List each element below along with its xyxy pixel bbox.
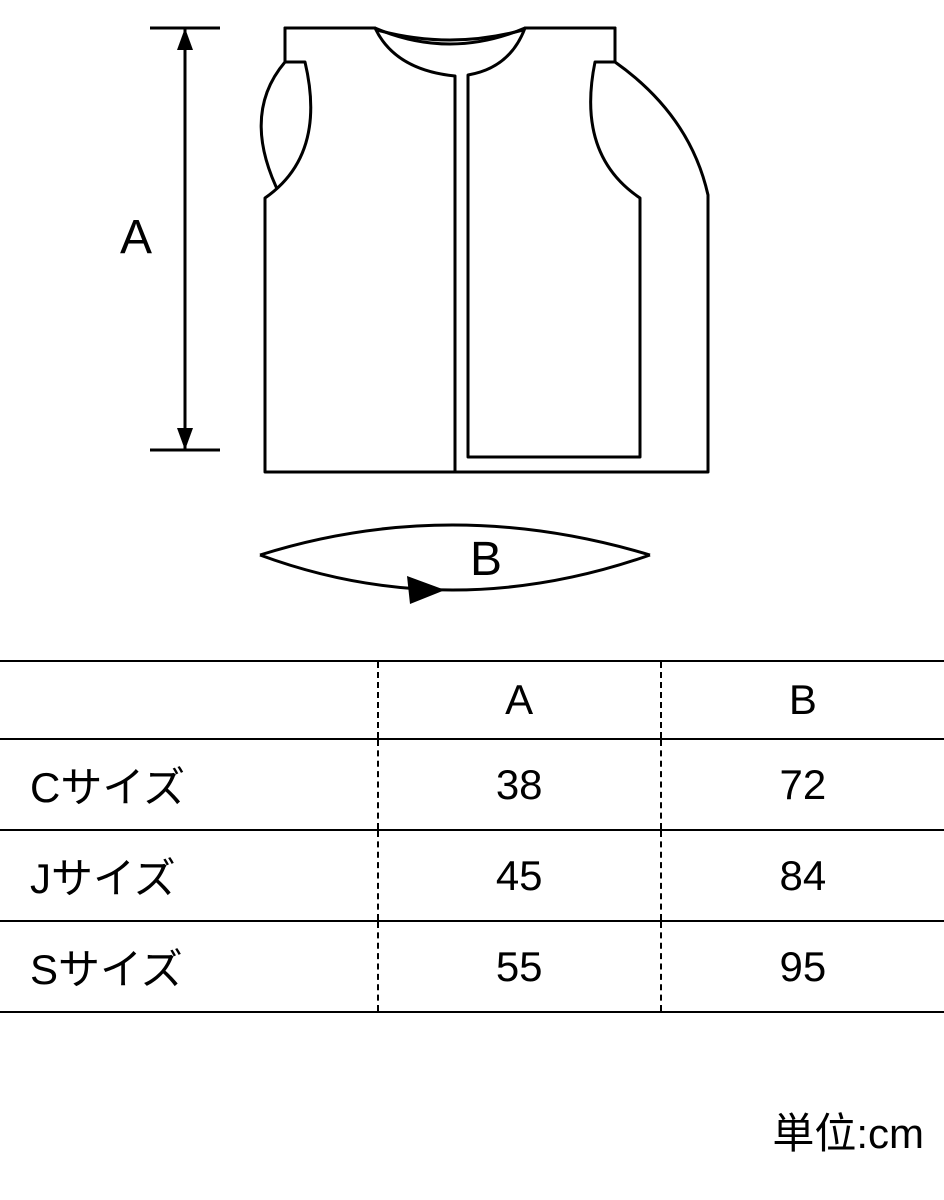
row-label: Jサイズ [0, 830, 378, 921]
cell-a: 38 [378, 739, 661, 830]
table-header-row: A B [0, 661, 944, 739]
cell-a: 45 [378, 830, 661, 921]
dim-label-b: B [470, 532, 502, 587]
size-table-container: A B Cサイズ 38 72 Jサイズ 45 84 Sサイズ 55 95 [0, 660, 944, 1013]
dim-label-a: A [120, 210, 152, 265]
cell-b: 72 [661, 739, 944, 830]
cell-a: 55 [378, 921, 661, 1012]
cell-b: 95 [661, 921, 944, 1012]
table-row: Sサイズ 55 95 [0, 921, 944, 1012]
table-row: Cサイズ 38 72 [0, 739, 944, 830]
table-row: Jサイズ 45 84 [0, 830, 944, 921]
col-header-blank [0, 661, 378, 739]
unit-label: 単位:cm [772, 1100, 924, 1161]
size-table: A B Cサイズ 38 72 Jサイズ 45 84 Sサイズ 55 95 [0, 660, 944, 1013]
vest-svg [150, 10, 750, 640]
col-header-a: A [378, 661, 661, 739]
vest-diagram: A B [150, 10, 750, 640]
col-header-b: B [661, 661, 944, 739]
cell-b: 84 [661, 830, 944, 921]
row-label: Sサイズ [0, 921, 378, 1012]
row-label: Cサイズ [0, 739, 378, 830]
